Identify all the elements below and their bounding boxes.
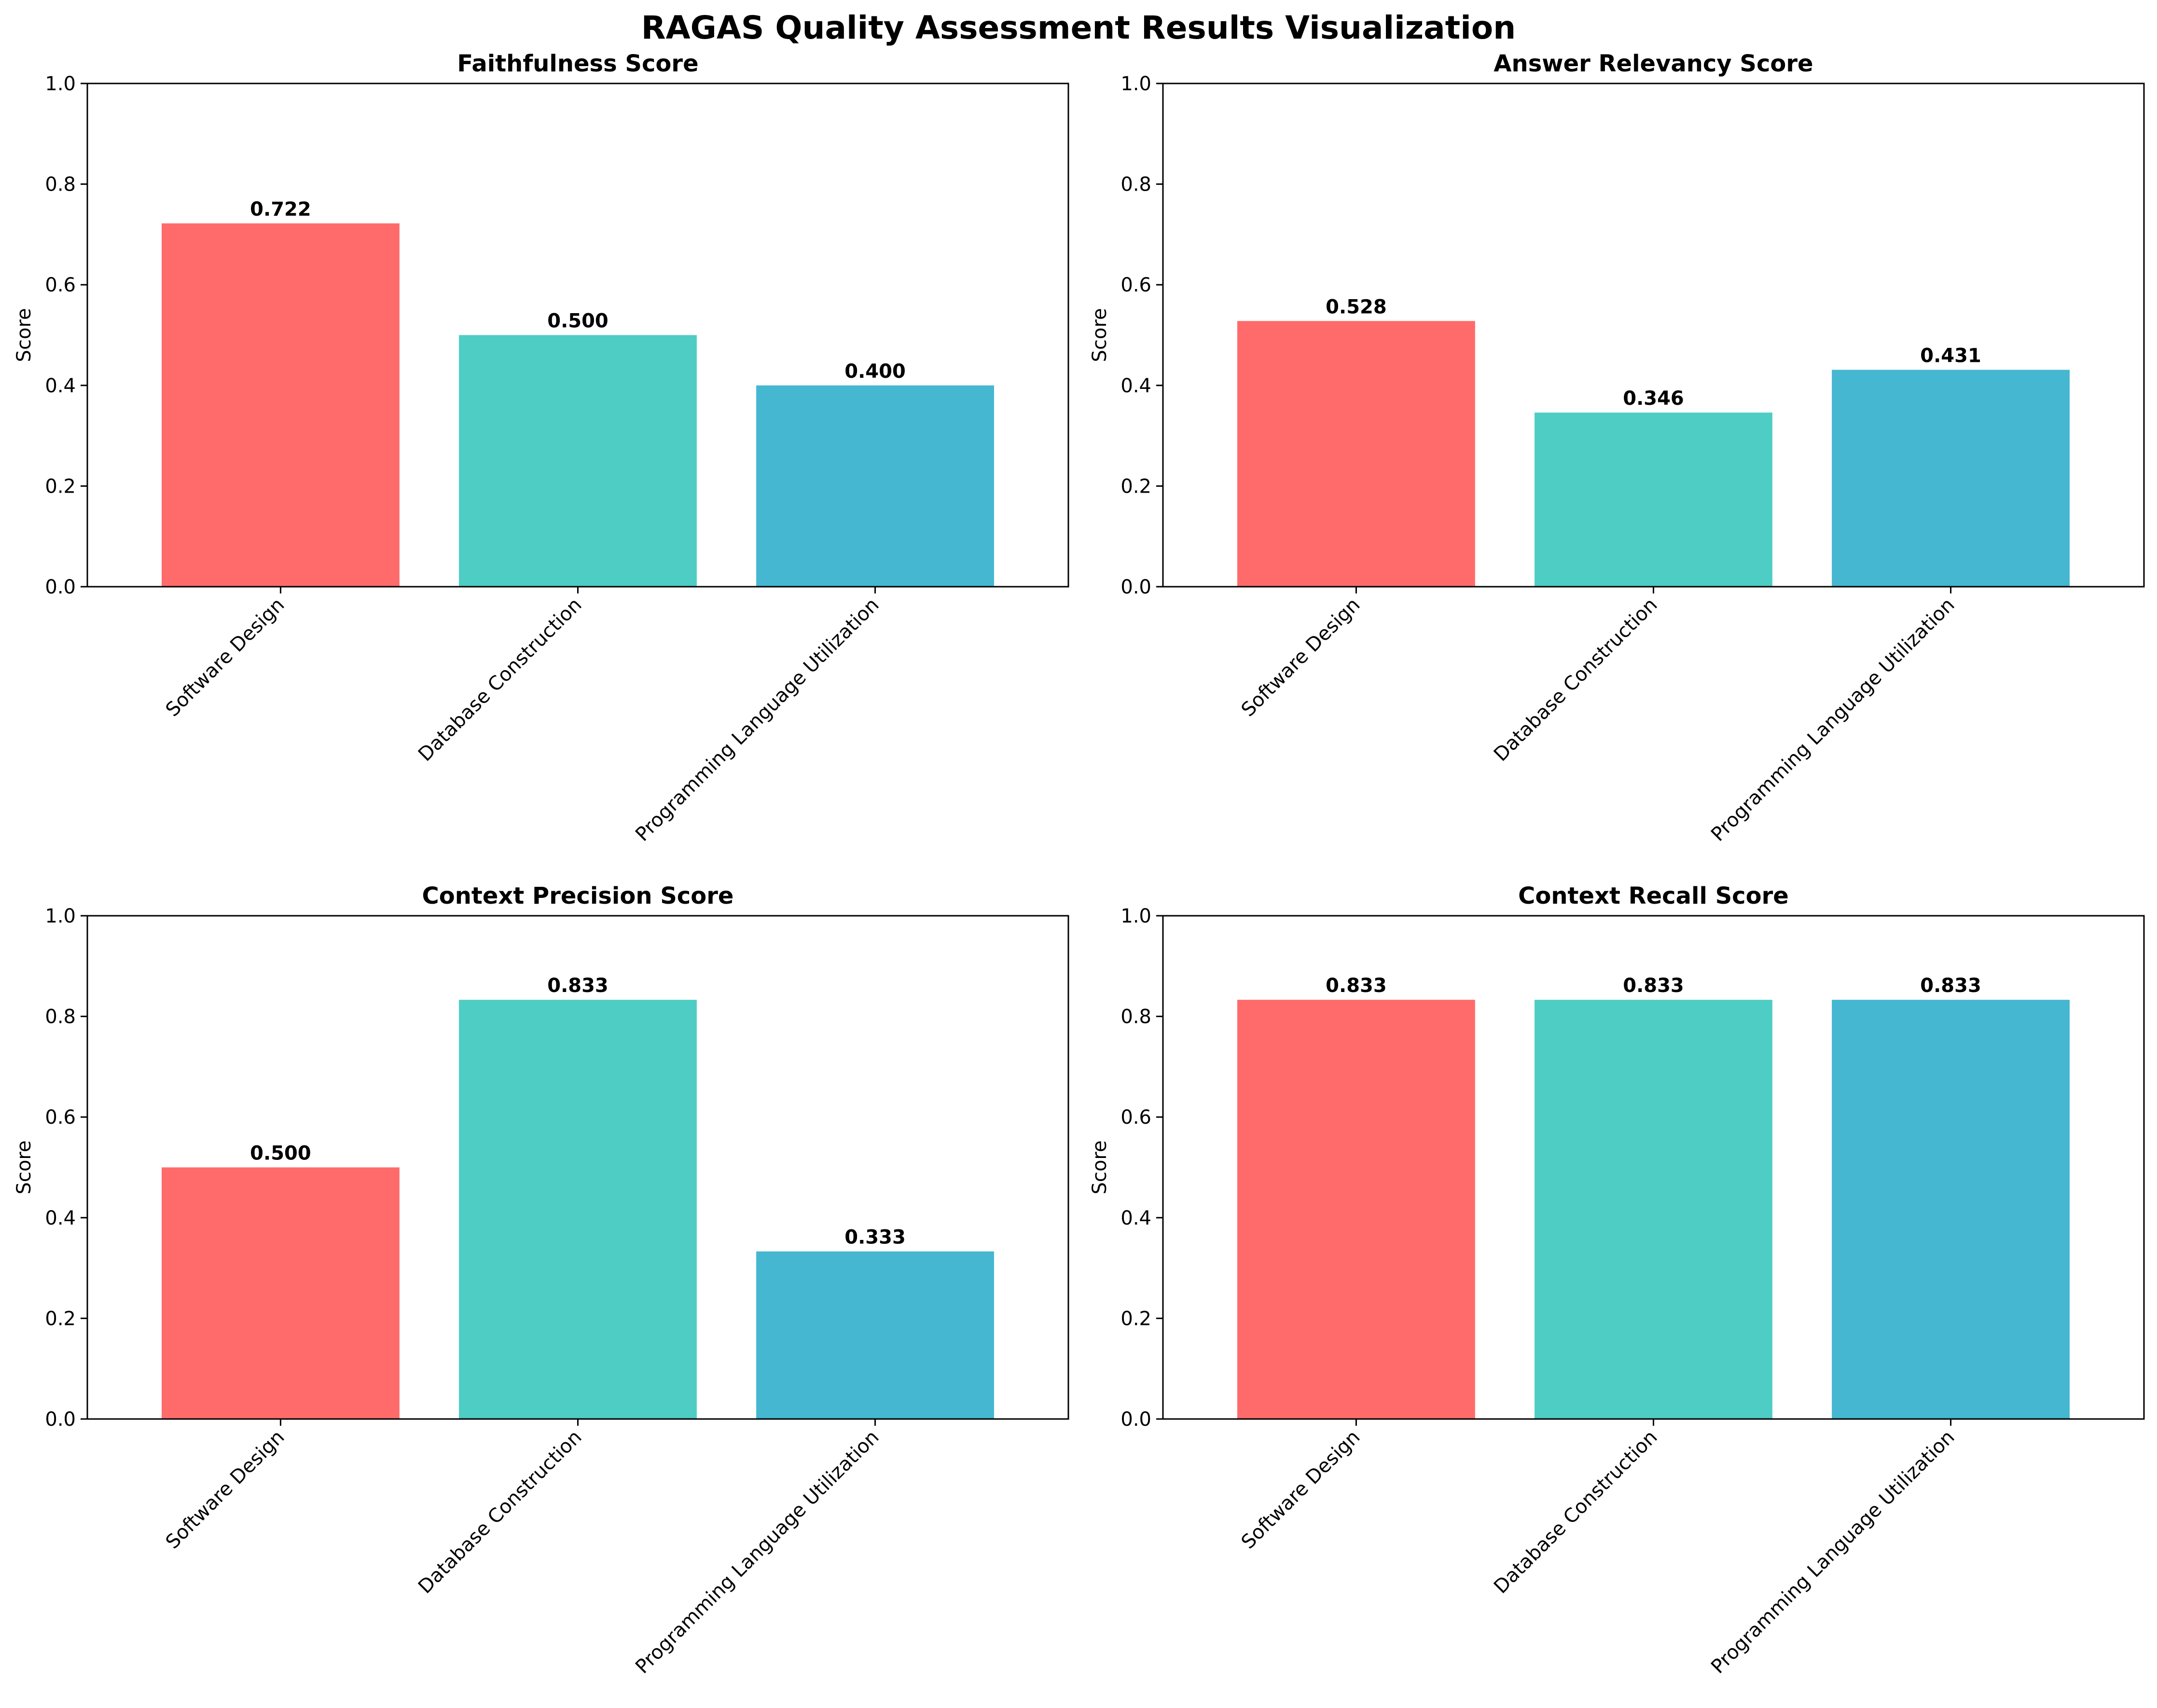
y-tick-label: 0.6 — [1120, 274, 1151, 296]
bar-programming-language-utilization — [1832, 370, 2070, 587]
bar-value-label: 0.346 — [1623, 387, 1684, 410]
bar-value-label: 0.833 — [1920, 975, 1981, 997]
bar-software-design — [162, 1167, 400, 1419]
y-axis-label: Score — [1089, 1140, 1111, 1194]
bar-software-design — [162, 223, 400, 587]
y-tick-label: 0.6 — [1120, 1106, 1151, 1129]
y-tick-label: 0.0 — [45, 576, 76, 598]
y-tick-label: 0.4 — [1120, 1207, 1151, 1229]
y-tick-label: 0.0 — [1120, 1408, 1151, 1431]
bar-software-design — [1237, 321, 1475, 587]
y-tick-label: 0.4 — [45, 1207, 76, 1229]
y-axis-label: Score — [13, 308, 35, 362]
bar-value-label: 0.833 — [1623, 975, 1684, 997]
y-tick-label: 0.8 — [45, 174, 76, 196]
bar-value-label: 0.500 — [250, 1143, 311, 1165]
subplot-title: Context Precision Score — [422, 882, 734, 909]
bar-value-label: 0.833 — [1326, 975, 1387, 997]
bar-value-label: 0.333 — [844, 1226, 906, 1249]
bar-value-label: 0.431 — [1920, 344, 1981, 367]
subplot-title: Faithfulness Score — [457, 50, 698, 77]
subplot-title: Context Recall Score — [1518, 882, 1789, 909]
y-tick-label: 0.8 — [1120, 174, 1151, 196]
y-tick-label: 0.0 — [45, 1408, 76, 1431]
bar-value-label: 0.833 — [547, 975, 608, 997]
y-tick-label: 0.6 — [45, 274, 76, 296]
bar-value-label: 0.400 — [844, 360, 906, 383]
y-tick-label: 0.8 — [1120, 1006, 1151, 1028]
y-tick-label: 0.2 — [1120, 475, 1151, 497]
subplot-title: Answer Relevancy Score — [1493, 50, 1813, 77]
y-tick-label: 0.4 — [1120, 375, 1151, 397]
bar-programming-language-utilization — [756, 385, 994, 587]
y-tick-label: 1.0 — [45, 73, 76, 95]
y-tick-label: 0.2 — [45, 1308, 76, 1330]
figure-suptitle: RAGAS Quality Assessment Results Visuali… — [641, 9, 1516, 46]
bar-value-label: 0.722 — [250, 198, 311, 220]
bar-database-construction — [1535, 413, 1772, 587]
y-tick-label: 1.0 — [1120, 905, 1151, 927]
y-tick-label: 0.2 — [45, 475, 76, 497]
y-axis-label: Score — [13, 1140, 35, 1194]
y-tick-label: 0.4 — [45, 375, 76, 397]
y-tick-label: 0.8 — [45, 1006, 76, 1028]
y-tick-label: 0.2 — [1120, 1308, 1151, 1330]
bar-database-construction — [459, 335, 697, 587]
bar-database-construction — [459, 1000, 697, 1419]
bar-software-design — [1237, 1000, 1475, 1419]
y-tick-label: 1.0 — [1120, 73, 1151, 95]
y-tick-label: 0.6 — [45, 1106, 76, 1129]
bar-value-label: 0.528 — [1326, 296, 1387, 318]
bar-programming-language-utilization — [1832, 1000, 2070, 1419]
bar-value-label: 0.500 — [547, 310, 608, 332]
bar-database-construction — [1535, 1000, 1772, 1419]
y-tick-label: 0.0 — [1120, 576, 1151, 598]
y-tick-label: 1.0 — [45, 905, 76, 927]
y-axis-label: Score — [1089, 308, 1111, 362]
bar-programming-language-utilization — [756, 1251, 994, 1419]
